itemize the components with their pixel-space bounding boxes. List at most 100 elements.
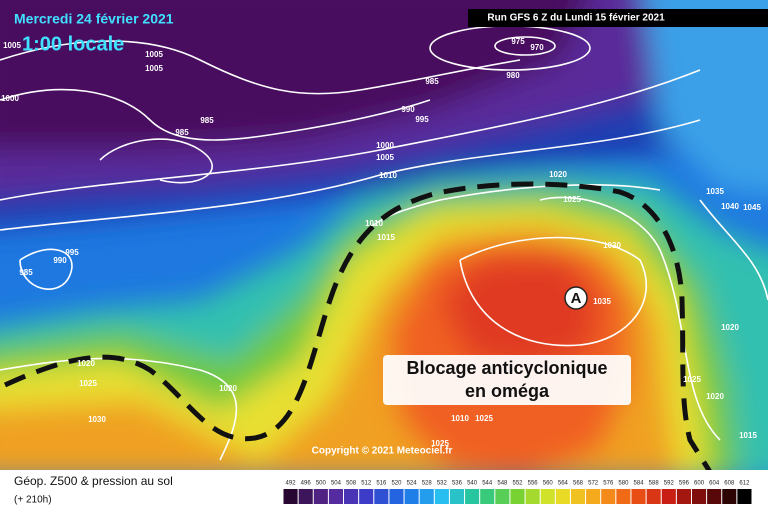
scale-swatch: [555, 489, 570, 504]
isobar-label: 985: [175, 128, 189, 137]
isobar-label: 985: [200, 116, 214, 125]
scale-label: 536: [452, 481, 463, 487]
isobar-label: 1045: [743, 203, 761, 212]
scale-label: 512: [361, 481, 372, 487]
isobar-label: 1035: [593, 297, 611, 306]
scale-swatch: [389, 489, 404, 504]
isobar-label: 1025: [563, 195, 581, 204]
scale-label: 568: [573, 481, 584, 487]
isobar-label: 985: [425, 77, 439, 86]
scale-label: 540: [467, 481, 478, 487]
isobar-label: 1020: [721, 323, 739, 332]
scale-label: 548: [497, 481, 508, 487]
run-box: [468, 9, 768, 27]
isobar-label: 1010: [365, 219, 383, 228]
forecast-date: Mercredi 24 février 2021: [14, 11, 174, 27]
scale-label: 572: [588, 481, 599, 487]
isobar-label: 1025: [431, 439, 449, 448]
isobar-label: 1025: [79, 379, 97, 388]
scale-swatch: [404, 489, 419, 504]
scale-label: 552: [512, 481, 523, 487]
run-info: Run GFS 6 Z du Lundi 15 février 2021: [487, 13, 665, 24]
isobar-label: 1035: [706, 187, 724, 196]
scale-swatch: [691, 489, 707, 504]
scale-label: 604: [709, 481, 720, 487]
scale-label: 608: [724, 481, 735, 487]
isobar-label: 1020: [549, 170, 567, 179]
scale-swatch: [722, 489, 737, 504]
scale-swatch: [283, 489, 298, 504]
isobar-label: 995: [415, 115, 429, 124]
anticyclone-label: A: [571, 290, 582, 307]
scale-label: 576: [603, 481, 614, 487]
scale-label: 532: [437, 481, 448, 487]
scale-label: 528: [422, 481, 433, 487]
isobar-label: 985: [19, 268, 33, 277]
legend-subtitle: (+ 210h): [14, 495, 52, 506]
scale-swatch: [601, 489, 616, 504]
isobar-label: 980: [506, 71, 520, 80]
isobar-label: 1025: [475, 414, 493, 423]
scale-swatch: [344, 489, 359, 504]
annotation-box: [383, 355, 631, 405]
scale-swatch: [465, 489, 480, 504]
isobar-label: 990: [53, 256, 67, 265]
legend-title: Géop. Z500 & pression au sol: [14, 474, 173, 488]
isobars: [0, 25, 768, 461]
color-scale: 492 496 500 504 508 512 516 520 524 528 532 536 540 5…: [283, 481, 752, 504]
scale-swatch: [616, 489, 631, 504]
isobar-label: 1020: [706, 392, 724, 401]
scale-label: 556: [528, 481, 539, 487]
scale-label: 584: [634, 481, 645, 487]
scale-label: 500: [316, 481, 327, 487]
isobar-label: 1020: [77, 359, 95, 368]
isobar-label: 1000: [376, 141, 394, 150]
scale-label: 520: [391, 481, 402, 487]
scale-swatch: [707, 489, 722, 504]
scale-label: 592: [664, 481, 675, 487]
isobar-label: 1030: [603, 241, 621, 250]
isobar-label: 970: [530, 43, 544, 52]
isobar-label: 975: [511, 37, 525, 46]
scale-swatch: [449, 489, 465, 504]
scale-label: 588: [649, 481, 660, 487]
scale-swatch: [328, 489, 344, 504]
isobar-label: 995: [65, 248, 79, 257]
isobar-label: 1005: [145, 50, 163, 59]
scale-label: 580: [618, 481, 629, 487]
scale-swatch: [540, 489, 555, 504]
scale-swatch: [737, 489, 752, 504]
isobar-label: 1030: [88, 415, 106, 424]
isobar-label: 990: [401, 105, 415, 114]
copyright: Copyright © 2021 Meteociel.fr: [312, 446, 453, 457]
isobar-label: 1000: [1, 94, 19, 103]
scale-swatch: [525, 489, 540, 504]
scale-label: 596: [679, 481, 690, 487]
scale-swatch: [313, 489, 328, 504]
scale-swatch: [359, 489, 374, 504]
map: 1005100510001005985985985975970980990995…: [0, 0, 768, 470]
isobar-label: 1040: [721, 202, 739, 211]
annotation-line: Blocage anticyclonique: [406, 358, 607, 378]
scale-swatch: [495, 489, 510, 504]
scale-swatch: [631, 489, 646, 504]
scale-swatch: [298, 489, 313, 504]
scale-swatch: [434, 489, 449, 504]
scale-label: 504: [331, 481, 342, 487]
scale-swatch: [586, 489, 601, 504]
scale-label: 600: [694, 481, 705, 487]
scale-label: 560: [543, 481, 554, 487]
scale-label: 492: [286, 481, 297, 487]
scale-label: 524: [407, 481, 418, 487]
omega-block-line: [3, 181, 712, 470]
isobar-label: 1015: [739, 431, 757, 440]
isobar-labels: 1005100510001005985985985975970980990995…: [1, 37, 761, 448]
scale-label: 516: [376, 481, 387, 487]
scale-swatch: [374, 489, 389, 504]
isobar-label: 1005: [145, 64, 163, 73]
forecast-time: 1:00 locale: [22, 33, 124, 55]
scale-swatch: [646, 489, 661, 504]
anticyclone-marker: [564, 286, 588, 310]
scale-swatch: [570, 489, 586, 504]
